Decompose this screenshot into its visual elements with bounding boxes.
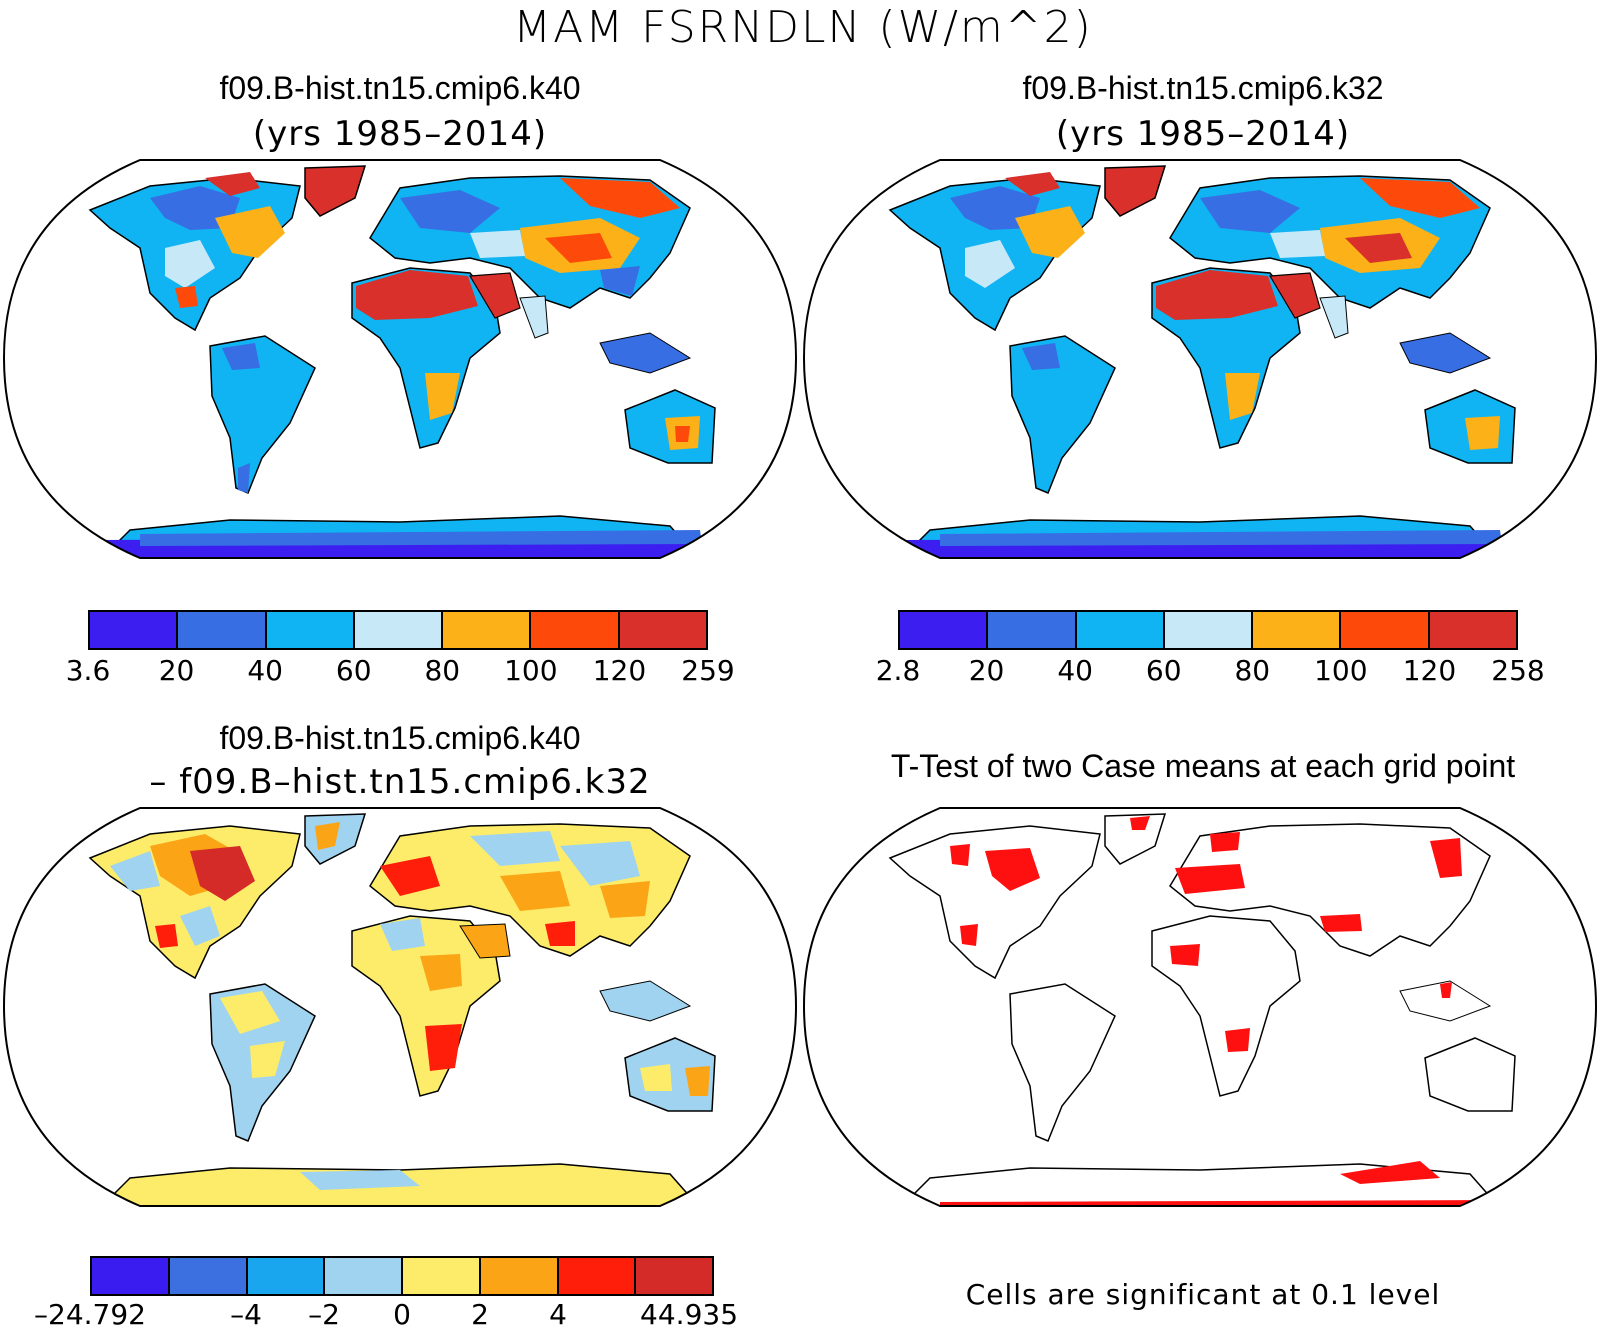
legend-diff: –24.792 –4 –2 0 2 4 44.935 [34,1256,738,1332]
panel-k32-subtitle: (yrs 1985–2014) [1055,114,1351,154]
legend-diff-tick: –24.792 [34,1298,146,1331]
legend-k32-tick: 80 [1234,654,1271,687]
legend-k40-tick: 259 [681,654,735,687]
panel-k32-title: f09.B-hist.tn15.cmip6.k32 [1022,70,1384,106]
map-ttest [802,807,1598,1207]
legend-k40-tick: 120 [592,654,647,687]
legend-k40-tick: 100 [504,654,558,687]
map-k40 [2,159,798,559]
legend-diff-tick: 2 [471,1298,489,1331]
legend-k32-tick: 60 [1145,654,1182,687]
legend-k32-tick: 40 [1057,654,1093,687]
legend-diff-tick: 44.935 [640,1298,739,1331]
panel-k40-subtitle: (yrs 1985–2014) [252,114,548,154]
legend-k40-tick: 3.6 [65,654,111,687]
legend-k32: 2.8 20 40 60 80 100 120 258 [876,610,1545,690]
significance-note: Cells are significant at 0.1 level [965,1278,1441,1311]
legend-k40-tick: 40 [247,654,283,687]
panel-diff-subtitle: – f09.B–hist.tn15.cmip6.k32 [149,762,651,802]
map-k32 [802,159,1598,559]
legend-k40-tick: 60 [335,654,372,687]
legend-k32-tick: 258 [1491,654,1545,687]
figure-title: MAM FSRNDLN (W/m^2) [513,2,1093,53]
legend-diff-tick: 0 [393,1298,411,1331]
legend-k32-tick: 2.8 [875,654,921,687]
panel-diff-title: f09.B-hist.tn15.cmip6.k40 [219,720,581,756]
panel-k40-title: f09.B-hist.tn15.cmip6.k40 [219,70,581,106]
legend-k32-tick: 100 [1314,654,1368,687]
legend-k40-tick: 80 [424,654,461,687]
legend-k40: 3.6 20 40 60 80 100 120 259 [66,610,735,690]
greenland [304,165,367,217]
legend-k32-tick: 120 [1402,654,1457,687]
legend-diff-tick: –2 [308,1298,340,1331]
map-diff [2,807,798,1207]
legend-k40-tick: 20 [158,654,195,687]
legend-k40-bar [88,610,708,650]
legend-k32-tick: 20 [968,654,1005,687]
legend-k32-bar [898,610,1518,650]
legend-diff-tick: 4 [549,1298,567,1331]
legend-diff-tick: –4 [230,1298,262,1331]
south-america [209,335,316,494]
panel-ttest-title: T-Test of two Case means at each grid po… [890,748,1516,784]
legend-diff-bar [90,1256,714,1296]
